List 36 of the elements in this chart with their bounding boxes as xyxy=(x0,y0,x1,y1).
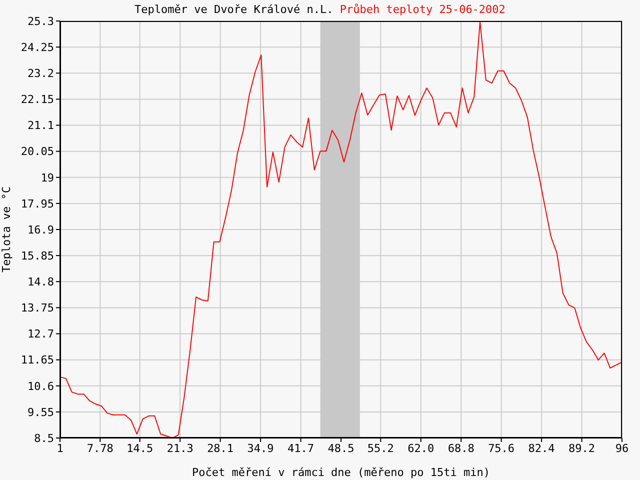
x-tick-label: 89.2 xyxy=(568,442,596,455)
x-tick-label: 28.1 xyxy=(207,442,234,455)
x-axis-title: Počet měření v rámci dne (měřeno po 15ti min) xyxy=(192,466,490,479)
y-tick-label: 16.9 xyxy=(28,223,54,236)
x-tick-label: 1 xyxy=(56,442,64,455)
x-tick-label: 41.7 xyxy=(288,442,314,455)
x-tick-label: 14.5 xyxy=(126,442,154,455)
y-tick-label: 15.85 xyxy=(20,249,54,262)
chart-title: Teploměr ve Dvoře Králové n.L. xyxy=(134,3,334,16)
y-tick-label: 24.25 xyxy=(20,40,54,54)
x-tick-label: 62.0 xyxy=(408,442,434,455)
y-tick-label: 8.5 xyxy=(34,432,54,445)
y-axis-title: Teplota ve °C xyxy=(0,186,13,273)
y-tick-label: 21.1 xyxy=(28,119,54,132)
y-tick-label: 17.95 xyxy=(20,197,54,210)
x-tick-label: 75.6 xyxy=(488,442,515,455)
x-tick-label: 34.9 xyxy=(247,442,274,455)
x-tick-label: 96 xyxy=(615,442,629,455)
y-tick-label: 20.05 xyxy=(20,145,54,158)
x-tick-label: 48.5 xyxy=(328,442,354,455)
y-tick-label: 14.8 xyxy=(28,276,54,289)
x-tick-label: 82.4 xyxy=(528,442,556,455)
y-tick-label: 19 xyxy=(40,171,54,184)
y-tick-label: 12.7 xyxy=(28,328,54,341)
y-tick-label: 23.2 xyxy=(28,67,54,80)
y-tick-label: 11.65 xyxy=(20,354,54,367)
x-tick-label: 68.8 xyxy=(448,442,474,455)
y-tick-label: 10.6 xyxy=(28,380,54,393)
x-tick-label: 55.2 xyxy=(367,442,394,455)
y-tick-label: 25.3 xyxy=(28,14,54,28)
chart-subtitle: Průbeh teploty 25-06-2002 xyxy=(340,3,506,16)
y-tick-label: 13.75 xyxy=(20,302,54,315)
y-tick-label: 22.15 xyxy=(20,93,54,106)
x-tick-label: 21.3 xyxy=(166,442,194,455)
x-tick-label: 7.78 xyxy=(86,442,114,455)
y-tick-label: 9.55 xyxy=(28,406,54,419)
